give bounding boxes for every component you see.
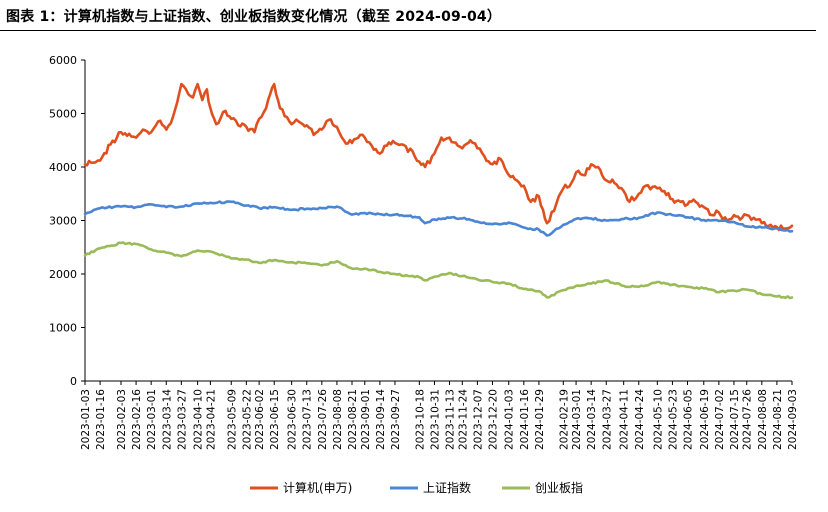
x-tick-label: 2024-07-15 (729, 389, 741, 450)
x-tick-label: 2024-08-21 (772, 389, 784, 450)
x-tick-label: 2024-03-14 (586, 389, 598, 450)
y-tick-label: 0 (70, 375, 77, 388)
x-tick-label: 2023-05-09 (226, 389, 238, 450)
chart-title: 图表 1：计算机指数与上证指数、创业板指数变化情况（截至 2024-09-04） (6, 9, 502, 25)
x-tick-label: 2024-03-01 (571, 389, 583, 450)
x-tick-label: 2023-03-27 (176, 389, 188, 450)
x-tick-label: 2023-05-22 (241, 389, 253, 450)
title-divider (0, 30, 816, 31)
series-line-2 (83, 200, 794, 237)
x-axis: 2023-01-03 2023-01-16 2023-02-03 2023-02-16… (80, 380, 799, 450)
x-tick-label: 2023-01-16 (95, 389, 107, 450)
x-tick-label: 2023-02-16 (131, 389, 143, 450)
x-tick-label: 2024-06-05 (683, 389, 695, 450)
x-tick-label: 2023-07-26 (317, 389, 329, 450)
legend-label-3: 创业板指 (535, 480, 583, 495)
x-tick-label: 2023-09-01 (360, 389, 372, 450)
x-tick-label: 2024-07-02 (714, 389, 726, 450)
x-tick-label: 2023-10-18 (414, 389, 426, 450)
x-tick-label: 2023-03-01 (146, 389, 158, 450)
x-tick-label: 2024-04-24 (634, 389, 646, 450)
x-tick-label: 2023-07-13 (302, 389, 314, 450)
y-tick-label: 2000 (49, 268, 77, 281)
x-tick-label: 2023-09-14 (375, 389, 387, 450)
x-tick-label: 2023-12-07 (472, 389, 484, 450)
x-tick-label: 2024-01-03 (504, 389, 516, 450)
legend: 计算机(申万) 上证指数 创业板指 (250, 480, 583, 495)
x-tick-label: 2023-06-02 (254, 389, 266, 450)
series-line-3 (83, 241, 794, 300)
x-tick-label: 2023-08-21 (347, 389, 359, 450)
x-tick-label: 2023-06-15 (269, 389, 281, 450)
legend-label-1: 计算机(申万) (283, 480, 352, 495)
x-tick-label: 2024-06-19 (699, 389, 711, 450)
x-tick-label: 2023-01-03 (80, 389, 92, 450)
x-tick-label: 2023-12-20 (487, 389, 499, 450)
y-axis: 0 1000 2000 3000 4000 5000 6000 (49, 54, 86, 388)
y-tick-label: 3000 (49, 215, 77, 228)
x-tick-label: 2024-03-27 (601, 389, 613, 450)
legend-label-2: 上证指数 (423, 480, 471, 495)
x-tick-label: 2023-04-10 (193, 389, 205, 450)
series-layer (83, 82, 794, 300)
x-tick-label: 2023-03-14 (161, 389, 173, 450)
x-tick-label: 2023-02-03 (116, 389, 128, 450)
x-tick-label: 2024-01-16 (519, 389, 531, 450)
x-tick-label: 2023-04-21 (205, 389, 217, 450)
x-tick-label: 2024-05-10 (652, 389, 664, 450)
x-tick-label: 2023-10-31 (429, 389, 441, 450)
y-tick-label: 6000 (49, 54, 77, 67)
x-tick-label: 2023-09-27 (390, 389, 402, 450)
x-tick-label: 2024-05-23 (667, 389, 679, 450)
x-tick-label: 2023-11-24 (457, 389, 469, 450)
y-tick-label: 4000 (49, 161, 77, 174)
x-tick-label: 2024-01-29 (534, 389, 546, 450)
x-tick-label: 2023-11-13 (445, 389, 457, 450)
x-tick-label: 2023-08-08 (332, 389, 344, 450)
series-line-1 (83, 82, 794, 232)
y-tick-label: 1000 (49, 322, 77, 335)
x-tick-label: 2024-02-19 (558, 389, 570, 450)
x-tick-label: 2023-06-30 (287, 389, 299, 450)
y-tick-label: 5000 (49, 108, 77, 121)
x-tick-label: 2024-08-08 (757, 389, 769, 450)
x-tick-label: 2024-04-11 (619, 389, 631, 450)
x-tick-label: 2024-09-03 (787, 389, 799, 450)
x-tick-label: 2024-07-26 (742, 389, 754, 450)
